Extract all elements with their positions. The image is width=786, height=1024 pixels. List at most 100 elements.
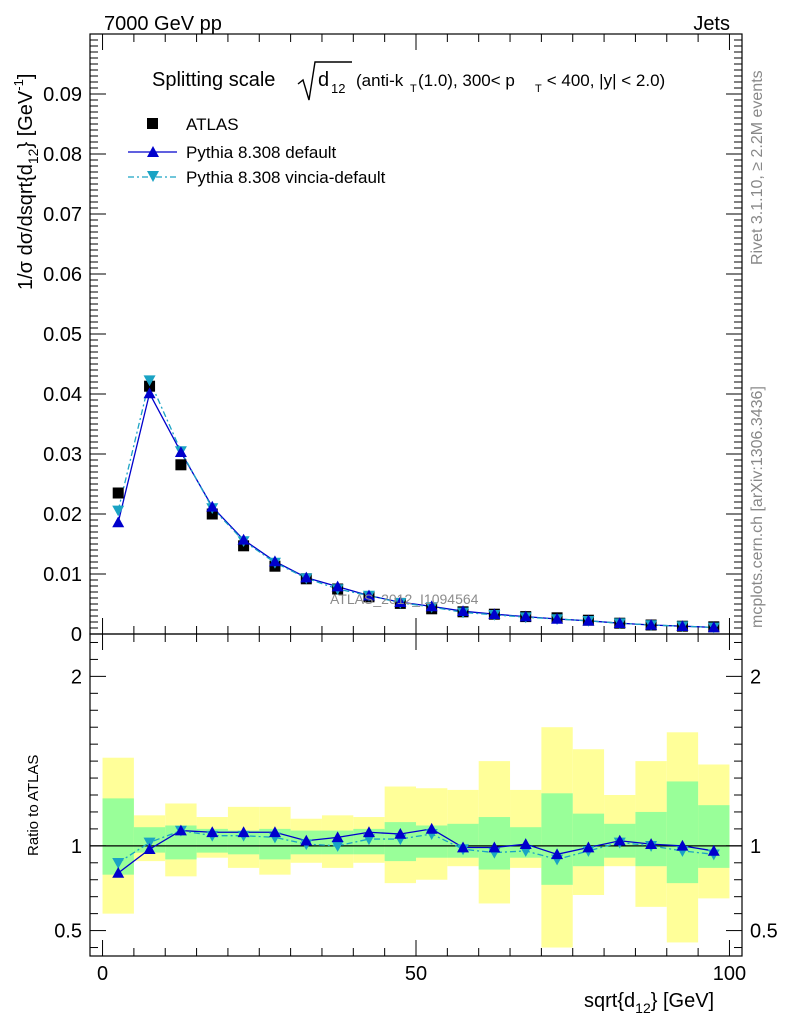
- main-plot-panel: 0 0.01 0.02 0.03 0.04 0.05 0.06 0.07 0.08 0.09: [43, 33, 743, 646]
- ratio-point-pythia-vincia: [112, 857, 125, 869]
- svg-text:sqrt{d12} [GeV]: sqrt{d12} [GeV]: [584, 990, 714, 1016]
- x-tick-label: 100: [713, 963, 746, 985]
- uncertainty-band-inner: [666, 781, 699, 884]
- data-point-atlas: [175, 459, 187, 471]
- data-point-pythia-default: [582, 614, 595, 626]
- data-point-pythia-default: [143, 387, 156, 399]
- ratio-point-pythia-default: [300, 834, 313, 846]
- uncertainty-band-inner: [572, 813, 605, 867]
- legend-entry-atlas: ATLAS: [147, 115, 239, 134]
- x-axis-label: sqrt{d12} [GeV]: [584, 990, 714, 1016]
- title-rest-b: T: [410, 83, 417, 95]
- data-point-pythia-default: [519, 610, 532, 622]
- ratio-point-pythia-vincia: [143, 837, 156, 849]
- ratio-line-pythia-default: [117, 828, 714, 874]
- ratio-point-pythia-default: [676, 839, 689, 851]
- legend-label-atlas: ATLAS: [186, 115, 239, 134]
- title-main: Splitting scale: [152, 69, 275, 91]
- legend-marker-pythia-vincia: [147, 171, 159, 182]
- title-sym: d: [318, 69, 329, 91]
- analysis-watermark: ATLAS_2012_I1094564: [330, 591, 479, 607]
- y-tick-label-ratio: 0.5: [54, 921, 82, 943]
- y-tick-label-ratio: 1: [71, 836, 82, 858]
- legend-label-pythia-default: Pythia 8.308 default: [186, 143, 337, 162]
- y-tick-label-ratio-right: 0.5: [750, 921, 778, 943]
- side-label-rivet: Rivet 3.1.10, ≥ 2.2M events: [749, 70, 766, 265]
- legend-entry-pythia-vincia: Pythia 8.308 vincia-default: [128, 168, 386, 187]
- side-label-mcplots: mcplots.cern.ch [arXiv:1306.3436]: [749, 386, 766, 628]
- y-tick-label-main: 0.02: [43, 504, 82, 526]
- ratio-point-pythia-default: [707, 844, 720, 856]
- data-point-pythia-default: [645, 619, 658, 630]
- data-point-pythia-default: [268, 555, 281, 567]
- y-tick-label-ratio-right: 2: [750, 666, 761, 688]
- y-axis-label-ratio: Ratio to ATLAS: [25, 755, 42, 856]
- xlabel-a: sqrt{d: [584, 990, 635, 1012]
- y-tick-label-main: 0.08: [43, 144, 82, 166]
- data-point-pythia-default: [457, 605, 470, 616]
- data-point-pythia-default: [394, 596, 407, 607]
- sqrt-symbol: [297, 61, 352, 101]
- title-rest-d: T: [535, 83, 542, 95]
- plot-title: Splitting scale d 12 (anti-k T (1.0), 30…: [152, 61, 665, 101]
- data-point-pythia-default: [613, 617, 626, 628]
- ratio-point-pythia-default: [645, 838, 658, 849]
- data-point-pythia-default: [300, 571, 313, 583]
- data-point-pythia-default: [551, 613, 564, 624]
- y-tick-label-main: 0.06: [43, 264, 82, 286]
- title-rest-e: < 400, |y| < 2.0): [542, 71, 665, 90]
- title-sub: 12: [331, 81, 345, 96]
- data-point-pythia-default: [707, 621, 720, 633]
- legend-entry-pythia-default: Pythia 8.308 default: [128, 143, 337, 162]
- ratio-point-pythia-default: [613, 834, 626, 846]
- ratio-line-pythia-vincia: [117, 829, 714, 864]
- y-tick-label-main: 0.05: [43, 324, 82, 346]
- data-point-pythia-default: [174, 446, 187, 457]
- data-point-pythia-default: [112, 516, 125, 528]
- x-tick-label: 0: [97, 963, 108, 985]
- ratio-point-pythia-default: [425, 822, 438, 834]
- ratio-point-pythia-default: [394, 827, 407, 839]
- ratio-point-pythia-default: [488, 841, 501, 853]
- header-left: 7000 GeV pp: [104, 13, 222, 35]
- ratio-point-pythia-default: [331, 831, 344, 843]
- data-point-pythia-vincia: [143, 375, 156, 387]
- title-rest-c: (1.0), 300< p: [418, 71, 515, 90]
- svg-text:1/σ dσ/dsqrt{d12} [GeV-1]: 1/σ dσ/dsqrt{d12} [GeV-1]: [11, 74, 41, 290]
- y-tick-label-ratio-right: 1: [750, 836, 761, 858]
- data-point-pythia-default: [488, 608, 501, 619]
- ratio-point-pythia-default: [551, 848, 564, 860]
- legend-marker-atlas: [147, 118, 158, 129]
- header-right: Jets: [693, 13, 730, 35]
- y-tick-label-ratio: 2: [71, 666, 82, 688]
- ylabel-a: 1/σ dσ/dsqrt{d: [15, 164, 37, 290]
- y-tick-label-main: 0.03: [43, 444, 82, 466]
- ratio-point-pythia-default: [174, 824, 187, 836]
- ratio-point-pythia-default: [206, 826, 219, 838]
- xlabel-c: } [GeV]: [651, 990, 714, 1012]
- ratio-point-pythia-default: [112, 866, 125, 878]
- legend-marker-pythia-default: [147, 146, 159, 157]
- y-tick-label-main: 0.01: [43, 564, 82, 586]
- ratio-point-pythia-default: [268, 826, 281, 838]
- legend-label-pythia-vincia: Pythia 8.308 vincia-default: [186, 168, 386, 187]
- y-tick-label-main: 0: [71, 624, 82, 646]
- ylabel-b: 12: [25, 148, 41, 164]
- uncertainty-band-inner: [541, 793, 573, 885]
- y-tick-label-main: 0.09: [43, 84, 82, 106]
- ylabel-c: } [GeV: [15, 90, 37, 148]
- ratio-point-pythia-default: [457, 841, 470, 853]
- ratio-point-pythia-default: [143, 843, 156, 855]
- title-rest-a: (anti-k: [356, 71, 404, 90]
- y-axis-label-main: 1/σ dσ/dsqrt{d12} [GeV-1]: [11, 74, 41, 290]
- data-point-pythia-default: [362, 589, 375, 601]
- legend: ATLAS Pythia 8.308 default Pythia 8.308 …: [128, 115, 386, 187]
- data-point-pythia-default: [237, 533, 250, 545]
- ratio-point-pythia-default: [519, 838, 532, 849]
- xlabel-b: 12: [635, 1000, 651, 1016]
- ratio-point-pythia-vincia: [331, 841, 344, 852]
- y-tick-label-main: 0.07: [43, 204, 82, 226]
- ratio-point-pythia-default: [362, 826, 375, 838]
